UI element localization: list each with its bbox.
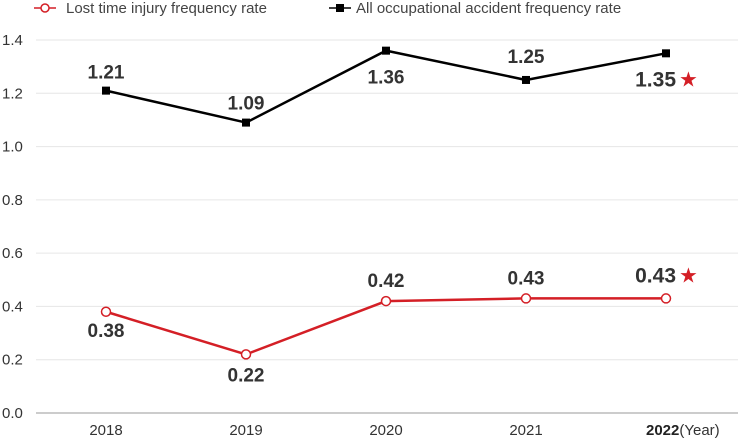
legend-marker — [336, 4, 344, 12]
x-tick-label: 2018 — [89, 422, 122, 439]
series-layer — [100, 46, 672, 360]
data-point — [240, 349, 252, 360]
y-tick-label: 1.2 — [2, 85, 23, 102]
data-point — [380, 295, 392, 307]
star-icon: ★ — [679, 263, 698, 287]
y-tick-label: 0.8 — [2, 192, 23, 209]
legend-marker — [40, 3, 50, 13]
data-label: 0.43 — [508, 268, 545, 289]
data-point — [520, 293, 532, 304]
y-tick-label: 0.6 — [2, 245, 23, 262]
data-label: 1.35 — [635, 68, 676, 91]
star-icon: ★ — [679, 67, 698, 91]
data-label: 0.22 — [228, 365, 265, 386]
data-label: 0.38 — [88, 321, 125, 342]
y-tick-label: 0.2 — [2, 352, 23, 369]
data-label: 1.09 — [228, 94, 265, 115]
data-label: 0.43 — [635, 264, 676, 287]
data-label: 0.42 — [368, 271, 405, 292]
y-axis: 0.0 0.2 0.4 0.6 0.8 1.0 1.2 1.4 — [2, 32, 23, 422]
data-point — [100, 306, 112, 318]
x-tick-label: 2022(Year) — [646, 422, 720, 439]
legend-label: All occupational accident frequency rate — [356, 0, 621, 17]
data-label: 1.36 — [368, 68, 405, 89]
data-point — [242, 118, 250, 127]
y-tick-label: 0.0 — [2, 405, 23, 422]
y-tick-label: 1.4 — [2, 32, 23, 49]
data-point — [660, 293, 672, 304]
legend-label: Lost time injury frequency rate — [66, 0, 267, 17]
x-tick-label: 2020 — [369, 422, 402, 439]
data-point — [522, 75, 530, 84]
x-tick-label: 2021 — [509, 422, 542, 439]
data-labels: 0.380.220.42 0.43 0.43 ★1.211.091.361.251.3… — [88, 47, 698, 386]
x-tick-label: 2019 — [229, 422, 262, 439]
data-point — [382, 46, 390, 55]
y-tick-label: 1.0 — [2, 139, 23, 156]
x-axis: 2018 2019 2020 2021 2022(Year) — [89, 422, 719, 439]
y-tick-label: 0.4 — [2, 298, 23, 315]
legend: Lost time injury frequency rate All occup… — [34, 0, 621, 17]
data-label: 1.25 — [508, 47, 545, 68]
data-point — [102, 86, 110, 95]
data-point — [662, 49, 670, 58]
data-label: 1.21 — [88, 63, 125, 84]
gridlines — [36, 39, 738, 414]
